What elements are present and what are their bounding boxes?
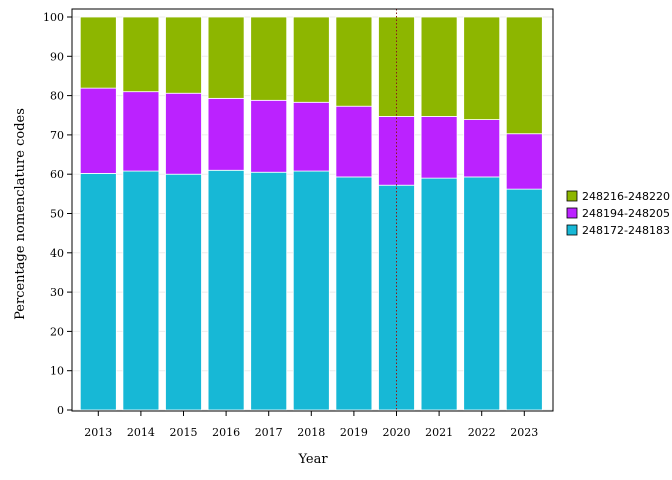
y-tick-label: 70 [50,129,64,142]
legend-swatch-248216-248220 [566,190,578,202]
bar-segment-248172-248183-2018 [292,170,330,411]
bar-segment-248216-248220-2021 [420,16,458,117]
x-tick-label: 2015 [170,426,198,439]
bar-segment-248172-248183-2020 [378,184,415,411]
bar-segment-248216-248220-2020 [378,16,415,117]
bar-segment-248194-248205-2018 [292,101,330,172]
y-tick-label: 80 [50,90,64,103]
bar-segment-248172-248183-2015 [165,173,202,411]
bar-segment-248172-248183-2022 [463,176,501,411]
legend-swatch-248172-248183 [566,224,578,236]
bar-segment-248194-248205-2016 [207,97,245,171]
bar-segment-248216-248220-2014 [122,16,160,93]
bar-segment-248216-248220-2013 [79,16,117,89]
x-axis-title: Year [297,452,328,467]
y-tick-label: 30 [50,286,64,299]
bar-segment-248216-248220-2023 [505,16,543,135]
y-tick-label: 40 [50,247,64,260]
x-tick-label: 2021 [425,426,453,439]
y-axis-title: Percentage nomenclature codes [13,108,28,320]
x-tick-label: 2018 [297,426,325,439]
y-tick-label: 100 [43,11,64,24]
bar-segment-248194-248205-2019 [335,105,373,178]
bar-segment-248172-248183-2023 [505,188,543,411]
y-tick-label: 0 [57,404,64,417]
bar-segment-248172-248183-2017 [250,171,288,411]
legend-label-248194-248205: 248194-248205 [582,207,670,220]
bar-segment-248172-248183-2019 [335,176,373,411]
bar-segment-248216-248220-2016 [207,16,245,99]
x-axis: 2013 2014 2015 2016 2017 2018 2019 2020 2021 2022… [84,411,538,439]
y-tick-label: 60 [50,168,64,181]
legend-label-248216-248220: 248216-248220 [582,190,670,203]
bar-segment-248172-248183-2014 [122,170,160,411]
x-tick-label: 2020 [383,426,411,439]
bar-segment-248194-248205-2013 [79,87,117,174]
y-tick-label: 10 [50,365,64,378]
bars [79,16,543,411]
bar-segment-248172-248183-2016 [207,169,245,411]
bar-segment-248194-248205-2023 [505,133,543,190]
bar-segment-248194-248205-2017 [250,99,288,173]
x-tick-label: 2013 [84,426,112,439]
x-tick-label: 2014 [127,426,155,439]
bar-segment-248172-248183-2021 [420,177,458,411]
x-tick-label: 2017 [255,426,283,439]
plot-frame [71,8,554,412]
legend-swatch-248194-248205 [566,207,578,219]
y-axis: 0 10 20 30 40 50 60 70 80 90 100 [43,11,72,417]
x-tick-label: 2019 [340,426,368,439]
bar-segment-248216-248220-2017 [250,16,288,101]
bar-segment-248216-248220-2015 [165,16,202,94]
x-tick-label: 2022 [468,426,496,439]
x-tick-label: 2023 [510,426,538,439]
legend-label-248172-248183: 248172-248183 [582,224,670,237]
y-tick-label: 90 [50,50,64,63]
bar-segment-248216-248220-2018 [292,16,330,103]
x-tick-label: 2016 [212,426,240,439]
y-tick-label: 20 [50,325,64,338]
bar-segment-248216-248220-2019 [335,16,373,107]
bar-segment-248194-248205-2022 [463,119,501,178]
bar-segment-248194-248205-2021 [420,116,458,179]
bar-segment-248216-248220-2022 [463,16,501,120]
legend: 248216-248220 248194-248205 248172-248183 [566,190,670,237]
y-tick-label: 50 [50,208,64,221]
bar-segment-248172-248183-2013 [79,173,117,411]
bar-segment-248194-248205-2015 [165,92,202,175]
bar-segment-248194-248205-2014 [122,91,160,172]
